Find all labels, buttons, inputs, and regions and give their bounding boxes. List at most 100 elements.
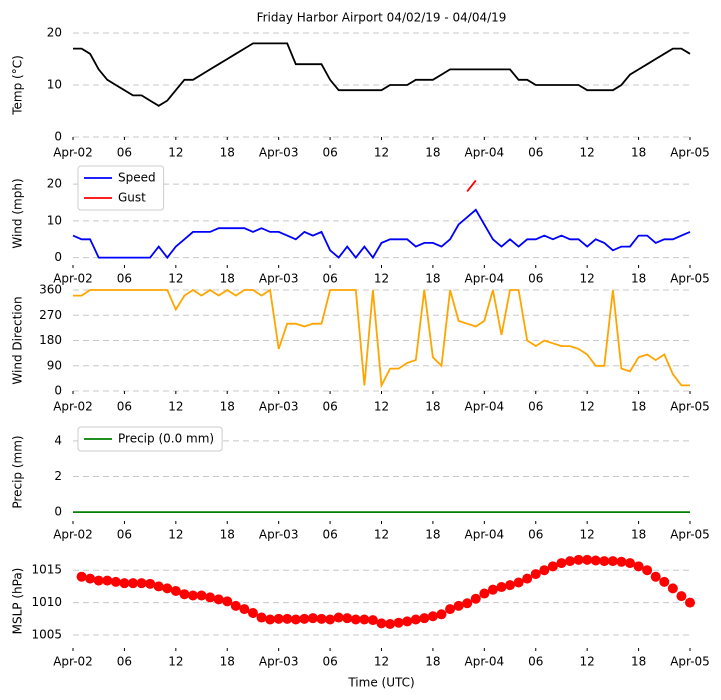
y-tick-label: 10 xyxy=(47,78,62,92)
y-axis-label: Temp (°C) xyxy=(11,55,25,116)
data-point xyxy=(633,561,644,572)
x-tick-label: 06 xyxy=(322,528,337,542)
x-tick-label: Apr-04 xyxy=(465,528,505,542)
x-tick-label: 12 xyxy=(580,400,595,414)
data-point xyxy=(496,582,507,593)
y-tick-label: 10 xyxy=(47,213,62,227)
data-point xyxy=(565,556,576,567)
x-tick-label: 06 xyxy=(322,272,337,286)
y-tick-label: 270 xyxy=(39,308,62,322)
x-tick-label: 06 xyxy=(322,400,337,414)
data-point xyxy=(102,575,113,586)
data-point xyxy=(410,614,421,625)
data-point xyxy=(650,571,661,582)
y-tick-label: 0 xyxy=(54,250,62,264)
x-tick-label: 06 xyxy=(528,655,543,669)
x-tick-label: 18 xyxy=(631,400,646,414)
data-point xyxy=(273,613,284,624)
y-tick-label: 180 xyxy=(39,333,62,347)
data-point xyxy=(547,561,558,572)
x-tick-label: 18 xyxy=(425,146,440,160)
x-tick-label: 12 xyxy=(374,272,389,286)
data-point xyxy=(367,615,378,626)
y-axis-label: Wind Direction xyxy=(11,296,25,384)
x-tick-label: 06 xyxy=(117,400,132,414)
y-tick-label: 1005 xyxy=(31,628,62,642)
data-point xyxy=(590,555,601,566)
x-tick-label: 06 xyxy=(322,655,337,669)
x-tick-label: 06 xyxy=(117,528,132,542)
x-tick-label: 12 xyxy=(168,146,183,160)
x-tick-label: 12 xyxy=(168,272,183,286)
data-point xyxy=(342,613,353,624)
data-line xyxy=(466,179,477,192)
x-tick-label: 18 xyxy=(220,528,235,542)
x-tick-label: Apr-04 xyxy=(465,400,505,414)
x-tick-label: Apr-05 xyxy=(670,146,710,160)
data-point xyxy=(530,569,541,580)
y-tick-label: 1015 xyxy=(31,563,62,577)
x-tick-label: Apr-04 xyxy=(465,146,505,160)
data-point xyxy=(230,600,241,611)
data-point xyxy=(659,576,670,587)
y-tick-label: 20 xyxy=(47,177,62,191)
x-tick-label: Apr-02 xyxy=(53,655,93,669)
y-tick-label: 0 xyxy=(54,130,62,144)
x-tick-label: 18 xyxy=(631,272,646,286)
data-point xyxy=(299,613,310,624)
x-tick-label: 06 xyxy=(117,272,132,286)
data-point xyxy=(607,556,618,567)
x-tick-label: Apr-05 xyxy=(670,528,710,542)
x-tick-label: Apr-04 xyxy=(465,272,505,286)
x-tick-label: 12 xyxy=(580,528,595,542)
data-point xyxy=(239,604,250,615)
data-point xyxy=(119,578,130,589)
x-tick-label: Apr-05 xyxy=(670,655,710,669)
x-tick-label: 12 xyxy=(374,146,389,160)
x-tick-label: 18 xyxy=(631,528,646,542)
data-point xyxy=(247,607,258,618)
data-point xyxy=(453,600,464,611)
data-point xyxy=(427,611,438,622)
x-tick-label: Apr-02 xyxy=(53,146,93,160)
legend: Precip (0.0 mm) xyxy=(77,426,223,452)
legend-box xyxy=(77,165,165,211)
data-point xyxy=(316,613,327,624)
data-point xyxy=(170,585,181,596)
legend-label: Speed xyxy=(118,171,156,185)
x-tick-label: 18 xyxy=(425,400,440,414)
data-point xyxy=(513,577,524,588)
data-point xyxy=(333,612,344,623)
data-point xyxy=(402,616,413,627)
x-tick-label: Apr-05 xyxy=(670,272,710,286)
data-point xyxy=(436,609,447,620)
data-point xyxy=(136,578,147,589)
x-tick-label: 18 xyxy=(631,655,646,669)
x-tick-label: 12 xyxy=(168,528,183,542)
x-tick-label: 18 xyxy=(220,272,235,286)
data-point xyxy=(205,592,216,603)
data-point xyxy=(213,594,224,605)
x-tick-label: 06 xyxy=(528,528,543,542)
legend-box xyxy=(77,426,223,452)
data-line xyxy=(72,208,691,260)
data-point xyxy=(676,591,687,602)
data-point xyxy=(93,575,104,586)
data-point xyxy=(256,612,267,623)
data-point xyxy=(539,565,550,576)
y-axis-label: MSLP (hPa) xyxy=(11,568,25,635)
y-tick-label: 0 xyxy=(54,384,62,398)
data-point xyxy=(282,613,293,624)
x-tick-label: Apr-03 xyxy=(259,528,299,542)
x-tick-label: 18 xyxy=(220,146,235,160)
x-tick-label: 18 xyxy=(425,528,440,542)
data-point xyxy=(505,580,516,591)
data-point xyxy=(359,614,370,625)
data-point xyxy=(479,588,490,599)
data-point xyxy=(290,614,301,625)
x-tick-label: 12 xyxy=(580,146,595,160)
x-tick-label: 12 xyxy=(580,272,595,286)
data-point xyxy=(667,583,678,594)
